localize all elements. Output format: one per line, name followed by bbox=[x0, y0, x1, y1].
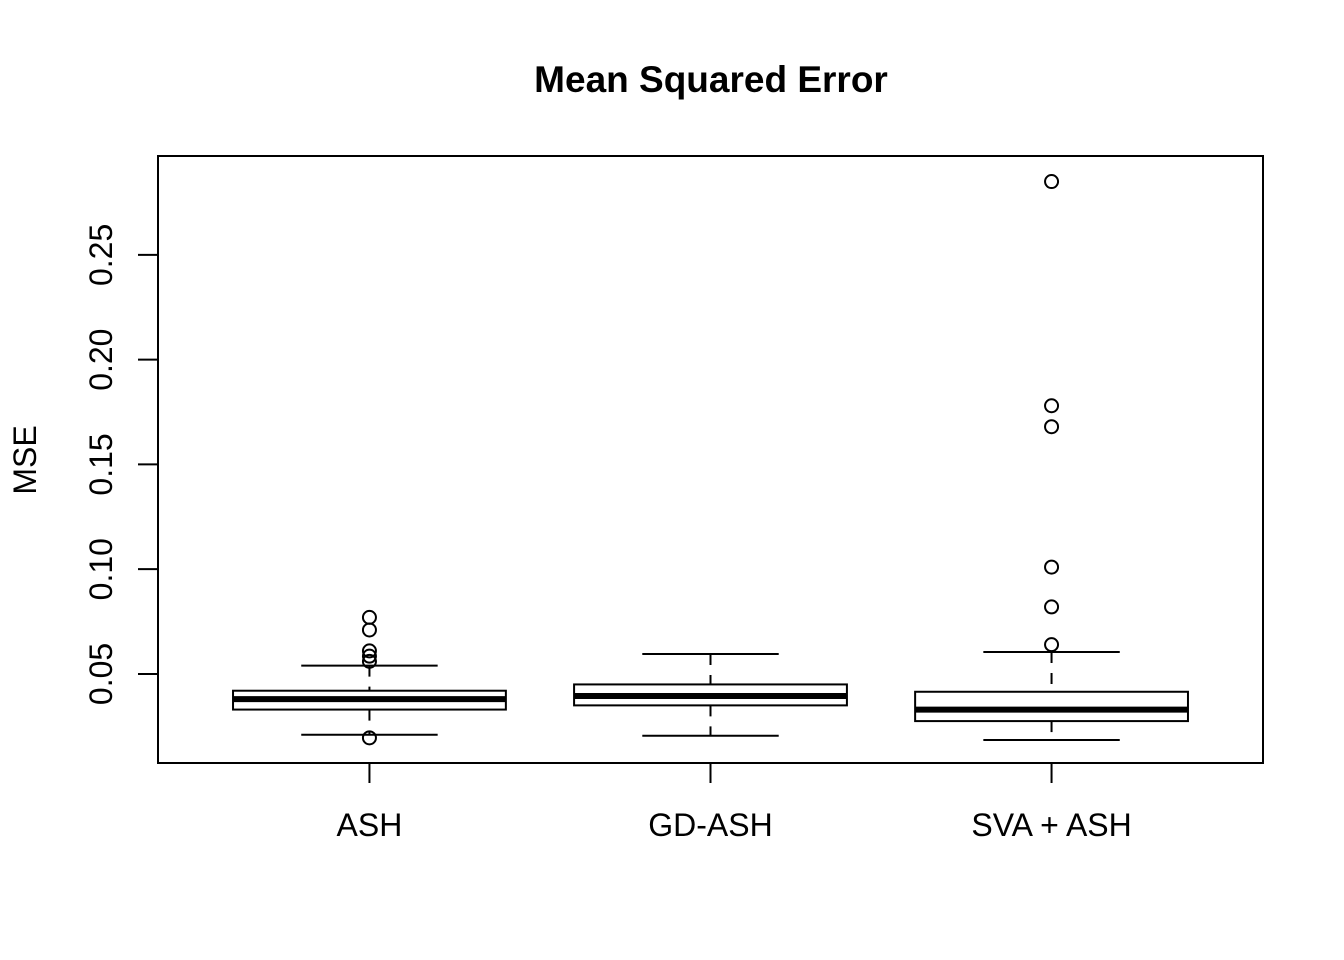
outlier-point bbox=[1044, 599, 1060, 615]
y-axis-title: MSE bbox=[7, 425, 43, 494]
outlier-point bbox=[1044, 398, 1060, 414]
outlier-point bbox=[1044, 637, 1060, 653]
plot-content: 0.05 0.10 0.15 0.20 0.25 ASH GD-ASH SVA + ASH bbox=[83, 174, 1189, 843]
x-tick-label: GD-ASH bbox=[648, 807, 772, 843]
outlier-point bbox=[361, 609, 377, 625]
plot-border bbox=[157, 155, 1264, 764]
boxplot-group-ash: ASH bbox=[232, 609, 507, 843]
outlier-point bbox=[1044, 174, 1060, 190]
outlier-point bbox=[361, 648, 377, 664]
outlier-point bbox=[361, 730, 377, 746]
outlier-point bbox=[1044, 419, 1060, 435]
x-tick-label: ASH bbox=[337, 807, 403, 843]
chart-title: Mean Squared Error bbox=[534, 59, 888, 100]
y-tick-label: 0.20 bbox=[83, 329, 119, 391]
box bbox=[914, 690, 1189, 723]
y-tick-label: 0.25 bbox=[83, 224, 119, 286]
y-tick-label: 0.10 bbox=[83, 538, 119, 600]
outlier-point bbox=[361, 643, 377, 659]
y-tick-label: 0.05 bbox=[83, 643, 119, 705]
x-tick-label: SVA + ASH bbox=[971, 807, 1131, 843]
boxplot-group-gd-ash: GD-ASH bbox=[573, 653, 848, 843]
boxplot-group-sva-ash: SVA + ASH bbox=[914, 174, 1189, 843]
outlier-point bbox=[361, 653, 377, 669]
outlier-point bbox=[1044, 559, 1060, 575]
y-tick-label: 0.15 bbox=[83, 433, 119, 495]
outlier-point bbox=[361, 622, 377, 638]
